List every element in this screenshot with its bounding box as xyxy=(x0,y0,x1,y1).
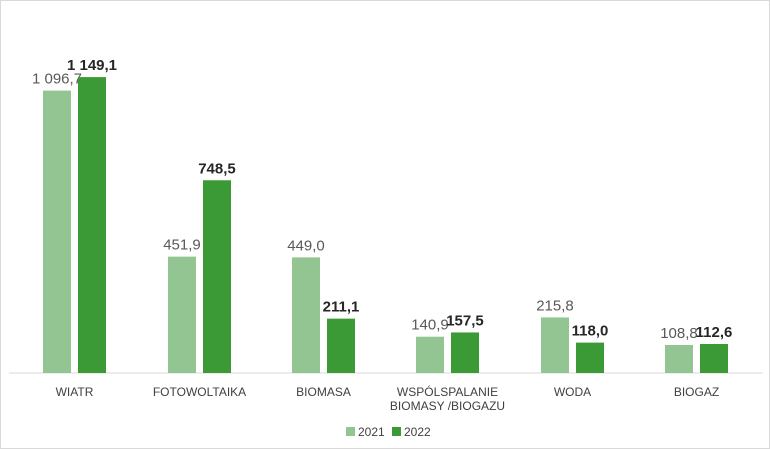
bar-2022-2 xyxy=(327,318,355,373)
bar-2022-5 xyxy=(700,344,728,373)
category-label-3-1: BIOMASY /BIOGAZU xyxy=(390,399,505,413)
bar-2022-1 xyxy=(203,180,231,373)
data-label-2021-4: 215,8 xyxy=(536,297,574,314)
data-label-2021-2: 449,0 xyxy=(287,237,325,254)
legend-label-2022: 2022 xyxy=(404,425,431,439)
category-label-4-0: WODA xyxy=(554,385,591,399)
category-label-0-0: WIATR xyxy=(56,385,94,399)
data-label-2021-1: 451,9 xyxy=(163,237,201,254)
data-label-2022-2: 211,1 xyxy=(323,299,360,316)
data-label-2022-5: 112,6 xyxy=(696,324,733,341)
legend-label-2021: 2021 xyxy=(358,425,385,439)
data-label-2022-4: 118,0 xyxy=(572,323,609,340)
bar-2021-4 xyxy=(541,317,569,373)
data-label-2022-0: 1 149,1 xyxy=(67,57,117,74)
category-label-3-0: WSPÓLSPALANIE xyxy=(397,384,498,399)
bar-2022-3 xyxy=(451,332,479,373)
bar-2021-3 xyxy=(416,336,444,373)
data-label-2021-0: 1 096,7 xyxy=(32,71,82,88)
category-label-1-0: FOTOWOLTAIKA xyxy=(153,385,246,399)
data-label-2022-1: 748,5 xyxy=(198,160,236,177)
legend-swatch-2022 xyxy=(392,427,401,436)
bar-2021-1 xyxy=(168,256,196,373)
bar-2021-5 xyxy=(665,344,693,373)
data-label-2021-5: 108,8 xyxy=(660,325,698,342)
data-label-2021-3: 140,9 xyxy=(411,317,449,334)
bar-2021-2 xyxy=(292,257,320,373)
category-label-2-0: BIOMASA xyxy=(296,385,351,399)
data-label-2022-3: 157,5 xyxy=(446,312,484,329)
legend-swatch-2021 xyxy=(346,427,355,436)
bar-2022-0 xyxy=(78,77,106,373)
bar-2021-0 xyxy=(43,90,71,373)
category-label-5-0: BIOGAZ xyxy=(674,385,719,399)
bar-2022-4 xyxy=(576,342,604,373)
